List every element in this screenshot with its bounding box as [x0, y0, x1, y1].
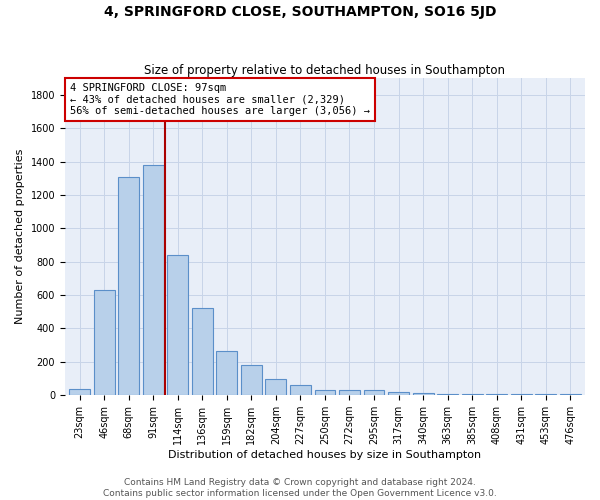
Bar — [265, 378, 286, 395]
Bar — [437, 394, 458, 395]
Bar — [94, 290, 115, 395]
Bar — [511, 394, 532, 395]
Bar — [388, 392, 409, 395]
Bar — [69, 388, 90, 395]
Bar — [217, 351, 237, 395]
Bar — [290, 385, 311, 395]
Bar — [339, 390, 360, 395]
Bar — [486, 394, 507, 395]
Bar — [192, 308, 213, 395]
Bar — [413, 392, 434, 395]
Bar — [560, 394, 581, 395]
Bar — [364, 390, 385, 395]
Bar — [118, 176, 139, 395]
X-axis label: Distribution of detached houses by size in Southampton: Distribution of detached houses by size … — [169, 450, 482, 460]
Bar — [535, 394, 556, 395]
Title: Size of property relative to detached houses in Southampton: Size of property relative to detached ho… — [145, 64, 505, 77]
Text: Contains HM Land Registry data © Crown copyright and database right 2024.
Contai: Contains HM Land Registry data © Crown c… — [103, 478, 497, 498]
Bar — [314, 390, 335, 395]
Text: 4 SPRINGFORD CLOSE: 97sqm
← 43% of detached houses are smaller (2,329)
56% of se: 4 SPRINGFORD CLOSE: 97sqm ← 43% of detac… — [70, 83, 370, 116]
Bar — [143, 165, 164, 395]
Bar — [241, 365, 262, 395]
Y-axis label: Number of detached properties: Number of detached properties — [15, 149, 25, 324]
Text: 4, SPRINGFORD CLOSE, SOUTHAMPTON, SO16 5JD: 4, SPRINGFORD CLOSE, SOUTHAMPTON, SO16 5… — [104, 5, 496, 19]
Bar — [462, 394, 482, 395]
Bar — [167, 255, 188, 395]
